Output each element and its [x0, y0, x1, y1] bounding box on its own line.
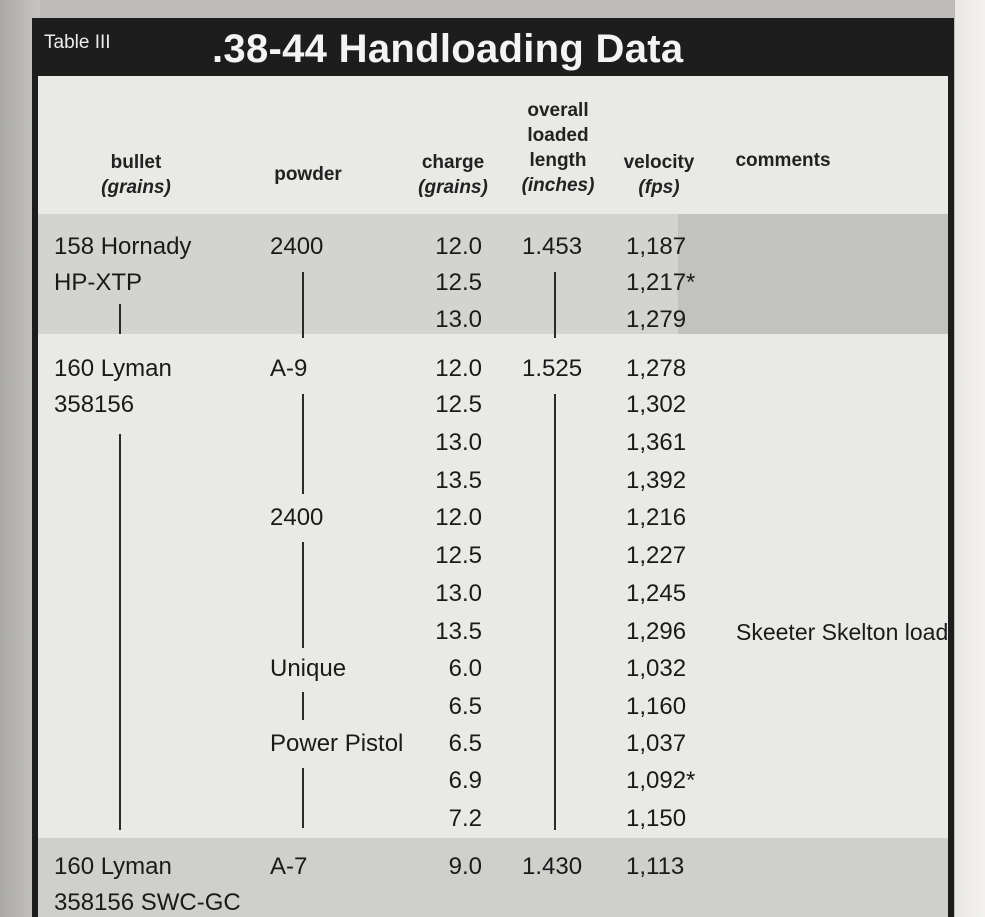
header-charge: charge (grains) — [418, 152, 488, 198]
ditto-line — [302, 692, 304, 720]
charge-cell: 12.0 — [435, 233, 482, 260]
charge-cell: 12.5 — [435, 269, 482, 296]
charge-cell: 13.5 — [435, 467, 482, 494]
powder-cell: A-9 — [270, 355, 308, 382]
ditto-line — [302, 272, 304, 338]
charge-cell: 6.5 — [448, 693, 482, 720]
velocity-cell: 1,150 — [626, 805, 687, 832]
charge-cell: 6.5 — [448, 730, 482, 757]
velocity-cell: 1,279 — [626, 306, 687, 333]
title-bar: Table III .38-44 Handloading Data — [32, 18, 954, 76]
velocity-cell: 1,216 — [626, 504, 687, 531]
ditto-line — [302, 768, 304, 828]
table-title: .38-44 Handloading Data — [212, 27, 684, 71]
charge-cell: 13.0 — [435, 580, 482, 607]
powder-cell: A-7 — [270, 853, 308, 880]
powder-cell: Power Pistol — [270, 730, 404, 757]
ditto-line — [302, 394, 304, 494]
velocity-cell: 1,113 — [626, 853, 685, 880]
header-powder: powder — [274, 164, 342, 185]
table-body: bullet (grains) powder charge (grains) o… — [38, 76, 948, 917]
velocity-cell: 1,302 — [626, 391, 687, 418]
comment-cell: Skeeter Skelton load — [736, 619, 948, 645]
powder-cell: Unique — [270, 655, 347, 682]
charge-cell: 12.0 — [435, 355, 482, 382]
bullet-cell: 358156 SWC-GC — [54, 889, 241, 916]
velocity-cell: 1,392 — [626, 467, 687, 494]
ditto-line — [554, 394, 556, 830]
charge-cell: 9.0 — [448, 853, 482, 880]
oal-cell: 1.453 — [522, 233, 583, 260]
velocity-cell: 1,296 — [626, 618, 687, 645]
bullet-cell: 358156 — [54, 391, 135, 418]
charge-cell: 13.5 — [435, 618, 482, 645]
oal-cell: 1.525 — [522, 355, 583, 382]
header-velocity: velocity (fps) — [623, 152, 695, 198]
powder-cell: 2400 — [270, 233, 324, 260]
velocity-cell: 1,187 — [626, 233, 687, 260]
charge-cell: 6.9 — [448, 767, 482, 794]
velocity-cell: 1,227 — [626, 542, 687, 569]
bullet-cell: 160 Lyman — [54, 853, 172, 880]
header-comments: comments — [735, 150, 831, 171]
velocity-cell: 1,092* — [626, 767, 696, 794]
header-overall-length: overall loaded length (inches) — [521, 100, 595, 196]
velocity-cell: 1,245 — [626, 580, 687, 607]
velocity-cell: 1,217* — [626, 269, 696, 296]
charge-cell: 7.2 — [448, 805, 482, 832]
velocity-cell: 1,032 — [626, 655, 687, 682]
handloading-table: Table III .38-44 Handloading Data bullet… — [32, 18, 954, 917]
charge-cell: 12.5 — [435, 542, 482, 569]
header-bullet: bullet (grains) — [101, 152, 171, 198]
ditto-line — [119, 304, 121, 334]
ditto-line — [119, 434, 121, 830]
oal-cell: 1.430 — [522, 853, 583, 880]
ditto-line — [554, 272, 556, 338]
row-band-hornady — [38, 214, 948, 334]
powder-cell: 2400 — [270, 504, 324, 531]
ditto-line — [302, 542, 304, 648]
bullet-cell: 160 Lyman — [54, 355, 172, 382]
page-edge-right — [955, 0, 985, 917]
velocity-cell: 1,160 — [626, 693, 687, 720]
table-label: Table III — [44, 32, 111, 53]
velocity-cell: 1,037 — [626, 730, 687, 757]
charge-cell: 6.0 — [448, 655, 482, 682]
bullet-cell: 158 Hornady — [54, 233, 192, 260]
charge-cell: 12.0 — [435, 504, 482, 531]
row-band-swc — [38, 838, 948, 917]
charge-cell: 13.0 — [435, 306, 482, 333]
bullet-cell: HP-XTP — [54, 269, 143, 296]
velocity-cell: 1,361 — [626, 429, 687, 456]
charge-cell: 13.0 — [435, 429, 482, 456]
velocity-cell: 1,278 — [626, 355, 687, 382]
charge-cell: 12.5 — [435, 391, 482, 418]
